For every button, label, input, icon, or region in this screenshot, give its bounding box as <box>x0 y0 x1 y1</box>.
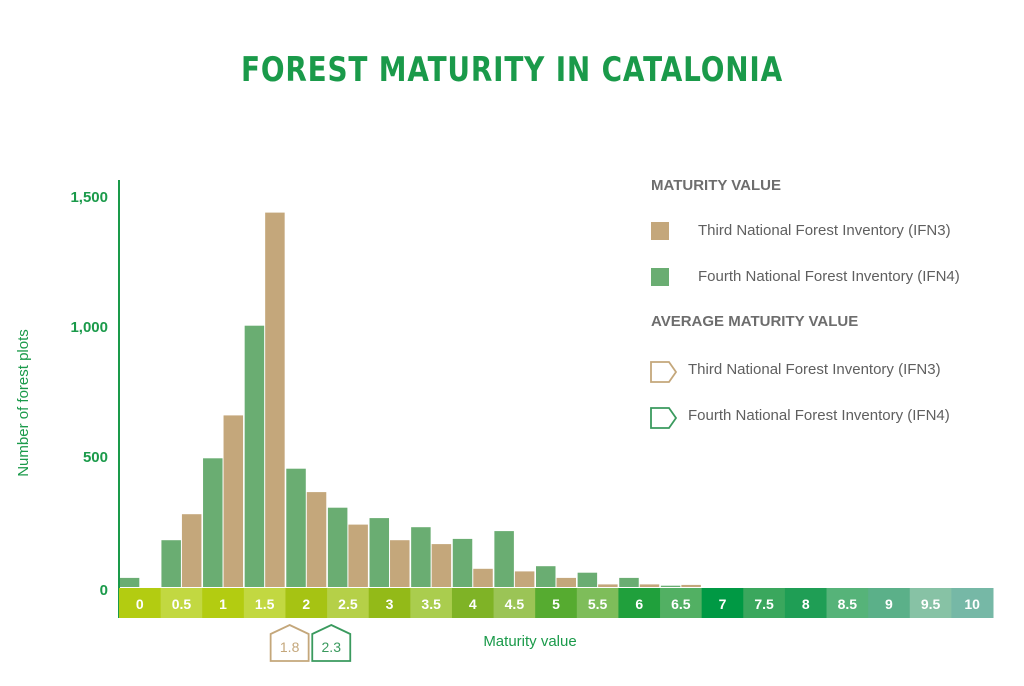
x-tick-label: 4 <box>469 596 477 612</box>
bar-ifn3-2 <box>306 492 327 587</box>
bar-ifn4-1.5 <box>244 325 265 587</box>
maturity-cell-4 <box>451 588 495 618</box>
maturity-cell-4.5 <box>493 588 536 618</box>
x-tick-label: 2.5 <box>338 596 358 612</box>
x-tick-label: 1 <box>219 596 227 612</box>
y-tick-label: 500 <box>83 449 108 466</box>
maturity-cell-8.5 <box>826 588 869 618</box>
bar-ifn4-2.5 <box>327 507 348 587</box>
x-tick-label: 7.5 <box>754 596 774 612</box>
bar-ifn3-3.5 <box>431 544 452 587</box>
bar-ifn4-4 <box>452 538 473 587</box>
x-tick-label: 8.5 <box>838 596 858 612</box>
x-tick-label: 5.5 <box>588 596 608 612</box>
y-tick-label: 1,000 <box>70 319 108 336</box>
maturity-cell-0.5 <box>160 588 203 618</box>
legend-label-avg-ifn4: Fourth National Forest Inventory (IFN4) <box>688 407 950 424</box>
maturity-cell-7.5 <box>743 588 786 618</box>
bar-ifn3-1.5 <box>265 212 285 587</box>
x-tick-label: 6 <box>635 596 643 612</box>
bar-ifn4-5 <box>536 566 556 587</box>
bar-ifn4-5.5 <box>577 572 598 587</box>
legend-label-ifn3: Third National Forest Inventory (IFN3) <box>698 222 951 239</box>
bar-ifn3-1 <box>223 415 244 587</box>
bar-ifn4-0.5 <box>161 540 181 587</box>
x-axis-label: Maturity value <box>483 633 576 650</box>
x-tick-label: 6.5 <box>671 596 691 612</box>
x-tick-label: 1.5 <box>255 596 275 612</box>
y-tick-label: 1,500 <box>70 189 108 206</box>
x-tick-label: 9.5 <box>921 596 941 612</box>
bar-ifn4-1 <box>203 458 223 587</box>
maturity-cell-2 <box>285 588 328 618</box>
bar-ifn4-3.5 <box>411 527 431 587</box>
maturity-cell-2.5 <box>327 588 370 618</box>
maturity-cell-6.5 <box>660 588 703 618</box>
maturity-cell-3.5 <box>410 588 453 618</box>
legend-title-maturity: MATURITY VALUE <box>651 177 781 194</box>
x-tick-label: 10 <box>964 596 980 612</box>
bar-ifn3-5.5 <box>598 584 618 587</box>
bar-ifn3-6 <box>639 584 660 587</box>
maturity-cell-1.5 <box>243 588 286 618</box>
x-tick-label: 0 <box>136 596 144 612</box>
avg-value-label: 2.3 <box>322 639 342 655</box>
bar-ifn3-4.5 <box>514 571 535 587</box>
bar-ifn4-4.5 <box>494 531 514 587</box>
x-tick-label: 5 <box>552 596 560 612</box>
x-tick-label: 4.5 <box>505 596 525 612</box>
legend-swatch-ifn4 <box>651 268 669 286</box>
y-axis-label: Number of forest plots <box>15 329 32 477</box>
legend-label-avg-ifn3: Third National Forest Inventory (IFN3) <box>688 361 941 378</box>
avg-value-label: 1.8 <box>280 639 300 655</box>
bar-ifn3-5 <box>556 577 576 587</box>
maturity-cell-8 <box>784 588 828 618</box>
bar-ifn4-6 <box>619 577 639 587</box>
bar-ifn4-6.5 <box>660 585 681 587</box>
bar-ifn4-3 <box>369 518 390 587</box>
maturity-cell-7 <box>701 588 744 618</box>
x-tick-label: 7 <box>719 596 727 612</box>
maturity-cell-1 <box>202 588 245 618</box>
avg-marker-ifn4 <box>311 624 352 662</box>
maturity-cell-3 <box>368 588 411 618</box>
maturity-cell-6 <box>618 588 661 618</box>
x-tick-label: 0.5 <box>172 596 192 612</box>
avg-marker-ifn3 <box>269 624 310 662</box>
bar-ifn4-0 <box>119 577 140 587</box>
maturity-cell-9.5 <box>909 588 952 618</box>
maturity-cell-9 <box>868 588 911 618</box>
maturity-cell-10 <box>951 588 994 618</box>
maturity-cell-5 <box>535 588 578 618</box>
bar-ifn3-6.5 <box>681 584 701 587</box>
legend-label-ifn4: Fourth National Forest Inventory (IFN4) <box>698 268 960 285</box>
bar-ifn3-3 <box>390 540 410 587</box>
maturity-cell-5.5 <box>576 588 619 618</box>
avg-marker-ifn3-icon <box>650 361 678 383</box>
bar-ifn4-2 <box>286 468 306 587</box>
x-tick-label: 8 <box>802 596 810 612</box>
x-tick-label: 9 <box>885 596 893 612</box>
x-tick-label: 3.5 <box>421 596 441 612</box>
x-tick-label: 2 <box>302 596 310 612</box>
bar-ifn3-2.5 <box>348 524 368 587</box>
y-tick-label: 0 <box>100 582 108 599</box>
legend-swatch-ifn3 <box>651 222 669 240</box>
x-tick-label: 3 <box>386 596 394 612</box>
chart-title: FOREST MATURITY IN CATALONIA <box>240 50 784 90</box>
bar-ifn3-4 <box>473 568 493 587</box>
bar-ifn3-0.5 <box>181 514 202 587</box>
legend-title-average: AVERAGE MATURITY VALUE <box>651 313 859 330</box>
avg-marker-ifn4-icon <box>650 407 678 429</box>
maturity-cell-0 <box>119 588 162 618</box>
